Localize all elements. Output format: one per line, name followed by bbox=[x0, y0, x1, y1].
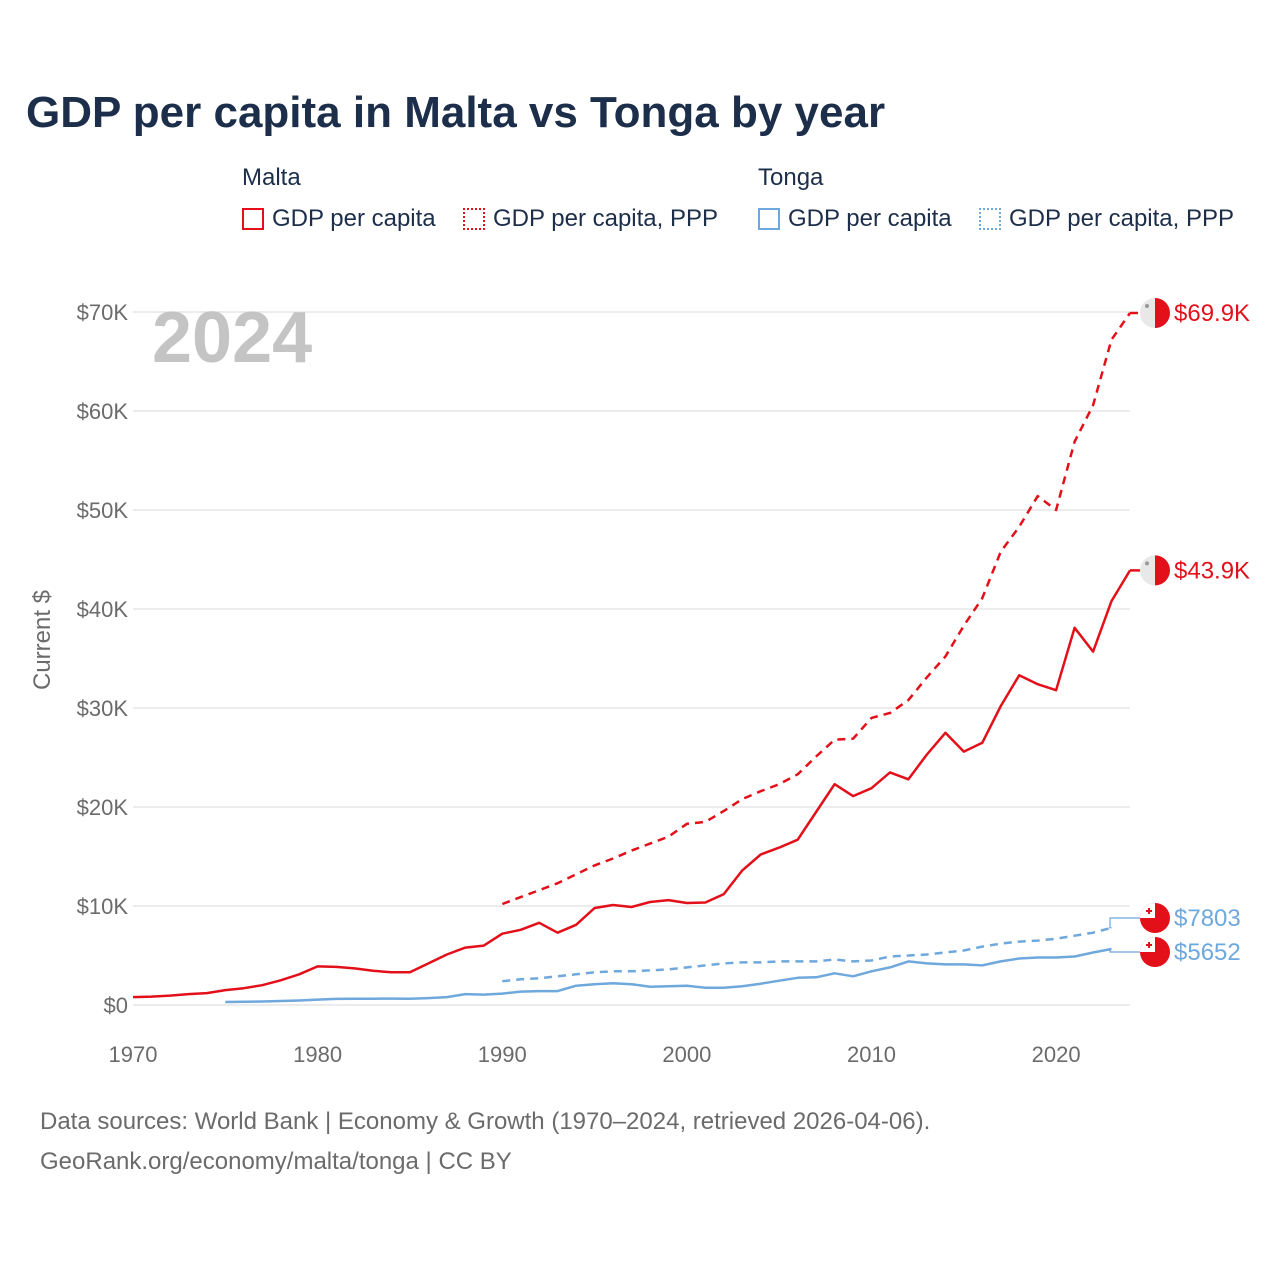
legend-group-malta: Malta bbox=[242, 164, 301, 191]
end-leader-line bbox=[1109, 917, 1140, 929]
y-tick-label: $0 bbox=[104, 993, 128, 1018]
y-tick-label: $60K bbox=[77, 399, 129, 424]
x-tick-label: 2010 bbox=[847, 1042, 896, 1067]
x-tick-label: 2020 bbox=[1032, 1042, 1081, 1067]
end-value-label: $69.9K bbox=[1174, 300, 1250, 327]
legend-swatch-solid-icon bbox=[758, 208, 780, 230]
x-tick-label: 1970 bbox=[109, 1042, 158, 1067]
legend-malta-gdp[interactable]: GDP per capita bbox=[242, 205, 436, 233]
series-line bbox=[502, 926, 1112, 983]
y-tick-label: $50K bbox=[77, 498, 129, 523]
y-tick-label: $30K bbox=[77, 696, 129, 721]
end-value-label: $5652 bbox=[1174, 939, 1241, 966]
y-tick-label: $20K bbox=[77, 795, 129, 820]
legend-tonga-gdp-ppp[interactable]: GDP per capita, PPP bbox=[979, 205, 1234, 233]
series-line bbox=[501, 312, 1132, 906]
legend-label: GDP per capita bbox=[272, 205, 436, 232]
end-value-label: $7803 bbox=[1174, 905, 1241, 932]
x-tick-label: 1990 bbox=[478, 1042, 527, 1067]
series-line bbox=[132, 569, 1132, 999]
y-tick-label: $40K bbox=[77, 597, 129, 622]
tonga-flag-icon bbox=[1140, 937, 1170, 967]
chart-title: GDP per capita in Malta vs Tonga by year bbox=[26, 88, 886, 137]
legend-swatch-dotted-icon bbox=[463, 208, 485, 230]
legend-label: GDP per capita, PPP bbox=[1009, 205, 1234, 232]
x-tick-label: 2000 bbox=[662, 1042, 711, 1067]
legend-label: GDP per capita bbox=[788, 205, 952, 232]
y-tick-label: $10K bbox=[77, 894, 129, 919]
legend-group-tonga: Tonga bbox=[758, 164, 824, 191]
series-line bbox=[225, 947, 1112, 1004]
end-leader-line bbox=[1109, 948, 1140, 953]
end-value-label: $43.9K bbox=[1174, 557, 1250, 584]
malta-flag-icon bbox=[1140, 555, 1171, 586]
y-tick-label: $70K bbox=[77, 300, 129, 325]
malta-flag-icon bbox=[1140, 297, 1171, 328]
footer-sources: Data sources: World Bank | Economy & Gro… bbox=[40, 1108, 931, 1135]
y-axis-label: Current $ bbox=[29, 590, 56, 690]
x-tick-label: 1980 bbox=[293, 1042, 342, 1067]
legend-malta-gdp-ppp[interactable]: GDP per capita, PPP bbox=[463, 205, 718, 233]
legend-swatch-dotted-icon bbox=[979, 208, 1001, 230]
legend-label: GDP per capita, PPP bbox=[493, 205, 718, 232]
line-chart: 2024 Current $ $0 $10K $20K $30K $40K $50K $60… bbox=[29, 297, 1250, 1067]
tonga-flag-icon bbox=[1140, 903, 1170, 933]
legend-swatch-solid-icon bbox=[242, 208, 264, 230]
year-watermark: 2024 bbox=[152, 298, 312, 378]
legend-tonga-gdp[interactable]: GDP per capita bbox=[758, 205, 952, 233]
footer-credit: GeoRank.org/economy/malta/tonga | CC BY bbox=[40, 1148, 512, 1175]
